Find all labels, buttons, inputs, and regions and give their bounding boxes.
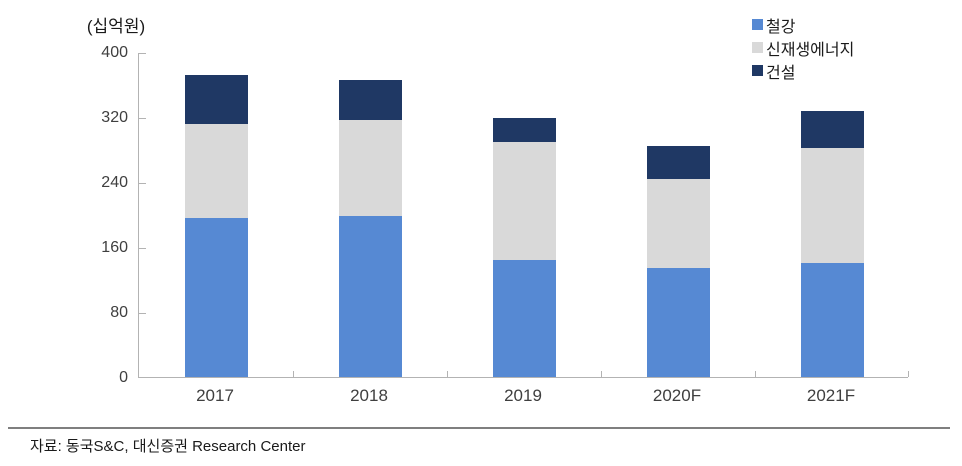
y-axis-unit-label: (십억원) <box>86 17 146 36</box>
legend-label: 건설 <box>766 64 796 82</box>
x-axis-label-2021F: 2021F <box>806 386 856 405</box>
legend-item-건설: 건설 <box>752 59 854 82</box>
bar-segment-건설 <box>338 79 402 121</box>
bar-segment-신재생에너지 <box>338 120 402 217</box>
x-axis-tick-mark <box>601 371 602 377</box>
x-axis-tick-mark <box>755 371 756 377</box>
legend-swatch-icon <box>752 65 763 76</box>
plot-area <box>138 53 909 378</box>
y-axis-tick-label: 240 <box>101 174 128 191</box>
y-axis-tick-label: 400 <box>101 44 128 61</box>
legend-item-신재생에너지: 신재생에너지 <box>752 36 854 59</box>
bar-segment-건설 <box>646 146 710 179</box>
y-axis-tick-label: 160 <box>101 239 128 256</box>
bar-segment-신재생에너지 <box>800 147 864 264</box>
y-axis-tick-mark <box>139 118 146 119</box>
bar-segment-철강 <box>338 216 402 377</box>
x-axis-label-2018: 2018 <box>350 386 388 405</box>
legend-swatch-icon <box>752 42 763 53</box>
stacked-bar-2019 <box>492 117 556 377</box>
x-axis-tick-mark <box>908 371 909 377</box>
y-axis-tick-label: 80 <box>110 304 128 321</box>
source-divider <box>8 427 950 429</box>
source-text: 자료: 동국S&C, 대신증권 Research Center <box>30 438 306 455</box>
legend-label: 신재생에너지 <box>766 41 855 59</box>
bar-segment-신재생에너지 <box>492 142 556 260</box>
bar-segment-건설 <box>184 74 248 124</box>
bar-segment-철강 <box>800 263 864 377</box>
bar-segment-신재생에너지 <box>184 123 248 218</box>
x-axis-tick-mark <box>447 371 448 377</box>
y-axis-tick-label: 0 <box>119 369 128 386</box>
bar-segment-철강 <box>492 260 556 377</box>
stacked-bar-2021F <box>800 111 864 377</box>
legend-swatch-icon <box>752 19 763 30</box>
legend-item-철강: 철강 <box>752 13 854 36</box>
bar-segment-건설 <box>800 111 864 148</box>
y-axis-tick-mark <box>139 183 146 184</box>
y-axis-tick-mark <box>139 248 146 249</box>
bar-segment-건설 <box>492 117 556 143</box>
stacked-bar-2020F <box>646 146 710 377</box>
bar-segment-철강 <box>184 217 248 377</box>
x-axis-label-2017: 2017 <box>196 386 234 405</box>
stacked-bar-2018 <box>338 79 402 377</box>
y-axis-tick-label: 320 <box>101 109 128 126</box>
x-axis-label-2020F: 2020F <box>652 386 702 405</box>
bar-segment-신재생에너지 <box>646 178 710 269</box>
bar-segment-철강 <box>646 268 710 377</box>
y-axis-tick-mark <box>139 313 146 314</box>
y-axis-tick-mark <box>139 53 146 54</box>
legend-label: 철강 <box>766 18 796 36</box>
x-axis-label-2019: 2019 <box>504 386 542 405</box>
stacked-bar-2017 <box>184 74 248 377</box>
x-axis-tick-mark <box>293 371 294 377</box>
